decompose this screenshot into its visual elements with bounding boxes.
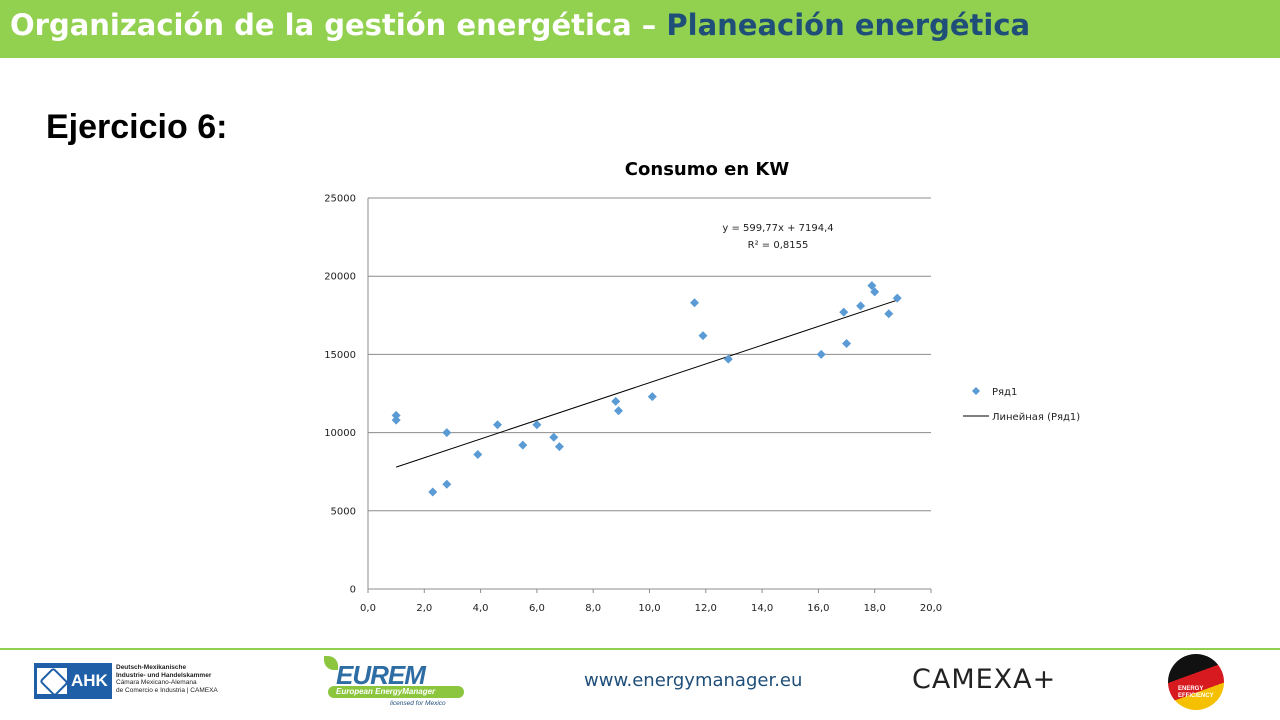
x-tick-label: 4,0	[473, 603, 489, 614]
data-point	[870, 287, 880, 297]
x-tick-label: 8,0	[585, 603, 601, 614]
data-point	[442, 479, 452, 489]
data-point	[867, 281, 877, 291]
data-point	[492, 420, 502, 430]
ahk-emblem-icon	[37, 667, 69, 697]
data-point	[442, 428, 452, 438]
ahk-line-4: de Comercio e Industria | CAMEXA	[116, 686, 218, 694]
trendline-r2: R² = 0,8155	[748, 240, 809, 251]
trendline-equation: y = 599,77x + 7194,4	[722, 223, 833, 234]
y-tick-label: 5000	[331, 506, 356, 517]
x-tick-label: 16,0	[807, 603, 829, 614]
slide-title: Organización de la gestión energética – …	[10, 8, 1030, 42]
eurem-swirl	[328, 686, 464, 698]
data-point	[884, 309, 894, 319]
exercise-title: Ejercicio 6:	[46, 108, 228, 146]
ahk-logo-box: AHK	[34, 663, 112, 699]
ahk-line-1: Deutsch-Mexikanische	[116, 664, 187, 671]
energy-efficiency-logo: ENERGY EFFICIENCY	[1168, 654, 1224, 710]
ahk-text: Deutsch-Mexikanische Industrie- und Hand…	[116, 664, 218, 694]
ahk-line-2: Industrie- und Handelskammer	[116, 671, 212, 679]
y-tick-label: 15000	[324, 350, 356, 361]
y-tick-label: 25000	[324, 194, 356, 205]
data-point	[611, 396, 621, 406]
data-point	[892, 293, 902, 303]
x-tick-label: 10,0	[638, 603, 660, 614]
eurem-word: EUREM	[336, 660, 426, 690]
data-point	[614, 406, 624, 416]
data-point	[532, 420, 542, 430]
legend-label-trendline: Линейная (Ряд1)	[992, 412, 1080, 423]
footer-divider	[0, 648, 1280, 650]
leaf-icon	[324, 656, 338, 670]
data-point	[690, 298, 700, 308]
chart-title: Consumo en KW	[625, 159, 790, 180]
legend-label-series: Ряд1	[992, 387, 1017, 398]
data-point	[391, 415, 401, 425]
data-point	[554, 442, 564, 452]
data-point	[839, 307, 849, 317]
data-point	[549, 432, 559, 442]
x-tick-label: 14,0	[751, 603, 773, 614]
eurem-logo: EUREM European EnergyManager licensed fo…	[322, 656, 472, 708]
camexa-logo: CAMEXA+	[912, 664, 1062, 696]
ahk-line-3: Cámara Mexicano-Alemana	[116, 679, 197, 686]
eurem-subtitle: European EnergyManager	[336, 687, 436, 696]
data-point	[473, 449, 483, 459]
legend-marker-series	[972, 387, 980, 395]
ahk-label: AHK	[71, 671, 108, 690]
x-tick-label: 12,0	[695, 603, 717, 614]
data-point	[723, 354, 733, 364]
data-point	[856, 301, 866, 311]
camexa-word: CAMEXA+	[912, 664, 1057, 695]
x-tick-label: 0,0	[360, 603, 376, 614]
header-bar	[0, 0, 1280, 58]
y-tick-label: 0	[350, 585, 356, 596]
y-tick-label: 20000	[324, 272, 356, 283]
ahk-logo: AHK Deutsch-Mexikanische Industrie- und …	[34, 661, 224, 699]
eurem-licensed: licensed for Mexico	[390, 700, 446, 707]
slide-title-main: Organización de la gestión energética –	[10, 8, 667, 42]
y-tick-label: 10000	[324, 428, 356, 439]
data-point	[428, 487, 438, 497]
x-tick-label: 18,0	[864, 603, 886, 614]
energy-efficiency-text: ENERGY EFFICIENCY	[1178, 686, 1214, 699]
data-point	[698, 331, 708, 341]
data-point	[518, 440, 528, 450]
x-tick-label: 2,0	[416, 603, 432, 614]
data-point	[816, 349, 826, 359]
x-tick-label: 6,0	[529, 603, 545, 614]
x-tick-label: 20,0	[920, 603, 942, 614]
data-point	[647, 392, 657, 402]
trendline	[395, 299, 898, 468]
footer-url[interactable]: www.energymanager.eu	[584, 670, 803, 691]
data-point	[391, 410, 401, 420]
data-point	[842, 338, 852, 348]
slide-title-accent: Planeación energética	[666, 8, 1031, 42]
